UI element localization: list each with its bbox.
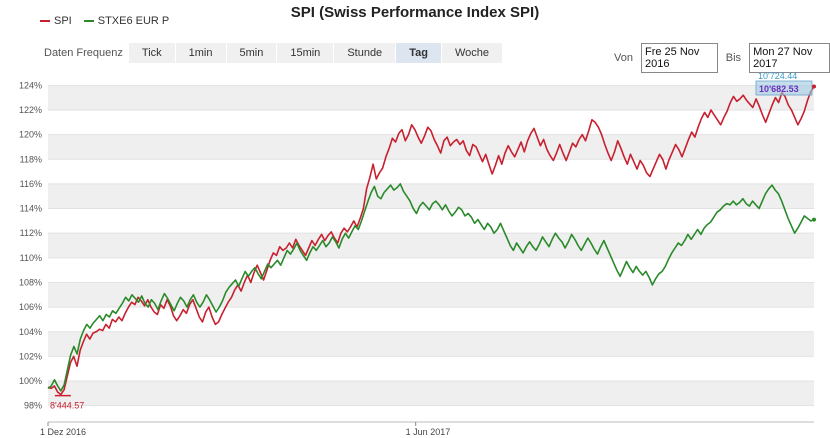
legend-label-spi: SPI <box>54 15 72 27</box>
grid-band <box>48 282 814 308</box>
y-tick-label: 112% <box>20 228 42 238</box>
from-label: Von <box>614 52 633 64</box>
to-date-input[interactable]: Mon 27 Nov 2017 <box>749 43 830 73</box>
legend-swatch-spi <box>40 20 50 22</box>
last-point-stxe6 <box>812 217 816 222</box>
grid-band <box>48 331 814 357</box>
min-value-label: 8'444.57 <box>50 401 84 411</box>
y-tick-label: 118% <box>20 154 42 164</box>
y-tick-label: 102% <box>19 351 42 361</box>
y-tick-label: 124% <box>19 80 42 90</box>
last-value-spi: 10'682.53 <box>759 84 799 94</box>
y-tick-label: 104% <box>19 327 42 337</box>
frequency-button-tag[interactable]: Tag <box>396 43 441 63</box>
y-tick-label: 122% <box>19 105 42 115</box>
frequency-button-woche[interactable]: Woche <box>441 43 502 63</box>
series-line-spi <box>47 86 815 396</box>
y-tick-label: 100% <box>19 376 42 386</box>
grid-band <box>48 183 814 209</box>
chart-title: SPI (Swiss Performance Index SPI) <box>290 4 540 21</box>
last-value-stxe6: 10'724.44 <box>758 71 797 81</box>
last-value-box <box>755 80 813 96</box>
date-range: Von Fre 25 Nov 2016 Bis Mon 27 Nov 2017 <box>614 43 830 73</box>
grid-band <box>48 233 814 258</box>
frequency-button-1min[interactable]: 1min <box>175 43 226 63</box>
to-label: Bis <box>725 52 742 64</box>
legend-label-stxe6: STXE6 EUR P <box>97 15 170 27</box>
grid-band <box>48 134 814 160</box>
frequency-button-15min[interactable]: 15min <box>277 43 334 63</box>
from-date-input[interactable]: Fre 25 Nov 2016 <box>640 43 718 73</box>
frequency-button-stunde[interactable]: Stunde <box>334 43 396 63</box>
y-tick-label: 120% <box>19 130 42 140</box>
y-tick-label: 108% <box>19 277 42 287</box>
y-tick-label: 98% <box>24 401 42 411</box>
frequency-label: Daten Frequenz <box>44 47 123 59</box>
y-tick-label: 116% <box>20 179 42 189</box>
legend-item-stxe6[interactable]: STXE6 EUR P <box>83 15 170 27</box>
frequency-toolbar: Daten Frequenz Tick 1min 5min 15min Stun… <box>44 42 503 64</box>
x-tick-label: 1 Dez 2016 <box>40 427 86 437</box>
y-tick-label: 114% <box>20 204 42 214</box>
legend-swatch-stxe6 <box>83 20 94 22</box>
grid-band <box>48 381 814 406</box>
last-point-spi <box>812 84 816 89</box>
frequency-button-5min[interactable]: 5min <box>226 43 277 63</box>
x-tick-label: 1 Jun 2017 <box>406 427 451 437</box>
grid-band <box>48 85 814 110</box>
legend-item-spi[interactable]: SPI <box>40 15 72 27</box>
legend: SPI STXE6 EUR P <box>40 15 169 27</box>
series-line-stxe6 <box>47 183 815 392</box>
frequency-button-tick[interactable]: Tick <box>128 43 175 63</box>
y-tick-label: 106% <box>19 302 42 312</box>
y-tick-label: 110% <box>20 253 42 263</box>
